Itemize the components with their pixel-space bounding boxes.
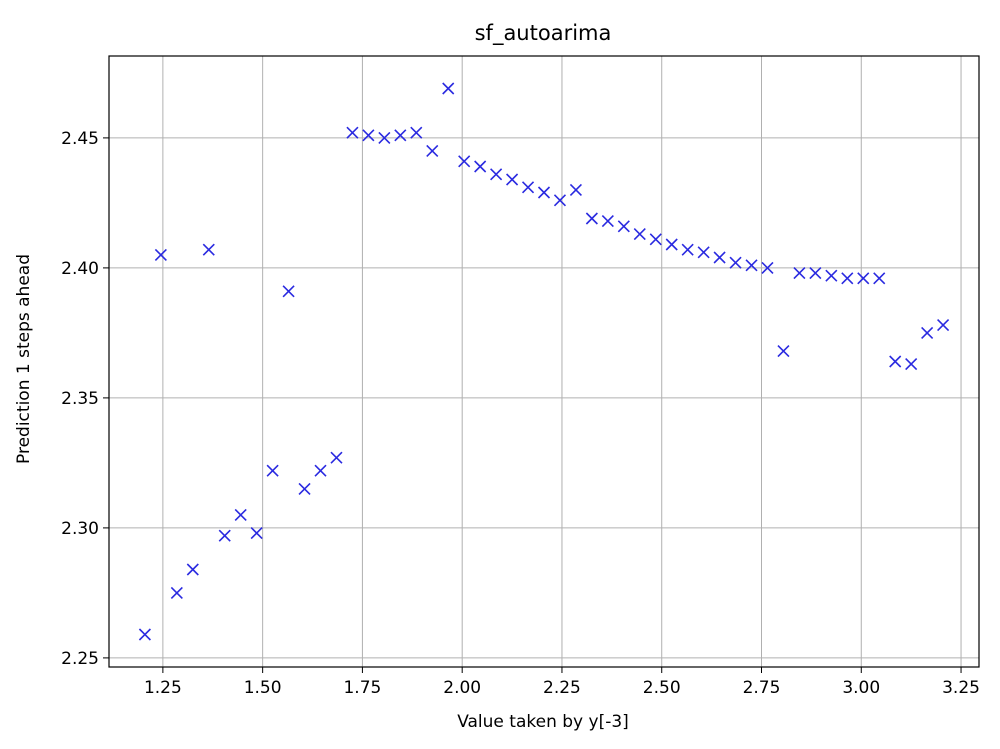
scatter-point xyxy=(490,168,503,181)
y-tick-label: 2.40 xyxy=(61,259,99,279)
scatter-point xyxy=(873,272,886,285)
scatter-point xyxy=(553,194,567,207)
scatter-point xyxy=(697,246,710,259)
scatter-point xyxy=(777,345,790,358)
grid xyxy=(109,56,979,667)
scatter-point xyxy=(617,220,630,233)
scatter-point xyxy=(154,248,167,261)
scatter-point xyxy=(314,464,327,477)
x-tick-label: 1.75 xyxy=(343,678,381,698)
scatter-point xyxy=(905,358,918,371)
scatter-point xyxy=(282,285,295,298)
scatter-point xyxy=(426,144,439,157)
scatter-point xyxy=(745,259,758,272)
scatter-point xyxy=(346,126,359,139)
scatter-point xyxy=(937,319,950,332)
y-axis-title: Prediction 1 steps ahead xyxy=(14,254,34,464)
x-tick-label: 1.25 xyxy=(144,678,182,698)
scatter-point xyxy=(809,267,822,280)
scatter-point xyxy=(857,272,870,285)
scatter-point xyxy=(202,243,215,256)
y-tick-label: 2.45 xyxy=(61,129,99,149)
scatter-point xyxy=(506,173,519,186)
scatter-point xyxy=(394,129,407,142)
scatter-point xyxy=(537,186,551,199)
scatter-point xyxy=(921,326,934,339)
axis-ticks: 1.25 1.50 1.75 2.00 2.25 2.50 2.75 3.00 3.25 2.25… xyxy=(61,129,980,698)
scatter-point xyxy=(841,272,854,285)
scatter-point xyxy=(250,527,263,540)
scatter-point xyxy=(458,155,471,168)
scatter-point xyxy=(681,243,694,256)
scatter-point xyxy=(474,160,487,173)
plot-area-frame xyxy=(108,55,980,668)
x-tick-label: 1.50 xyxy=(244,678,282,698)
x-tick-label: 3.25 xyxy=(942,678,980,698)
scatter-point xyxy=(825,269,838,282)
scatter-point xyxy=(729,256,742,269)
scatter-points xyxy=(138,82,950,641)
scatter-point xyxy=(378,131,391,144)
scatter-point xyxy=(585,212,598,225)
scatter-point xyxy=(138,628,151,641)
scatter-point xyxy=(362,129,375,142)
scatter-point xyxy=(713,251,726,264)
scatter-point xyxy=(665,238,678,251)
y-tick-label: 2.30 xyxy=(61,519,99,539)
x-axis-title: Value taken by y[-3] xyxy=(457,712,629,732)
scatter-point xyxy=(601,215,614,228)
scatter-point xyxy=(170,586,183,599)
chart-title: sf_autoarima xyxy=(475,21,612,46)
x-tick-label: 2.50 xyxy=(643,678,681,698)
x-tick-label: 2.00 xyxy=(443,678,481,698)
x-tick-label: 2.25 xyxy=(543,678,581,698)
scatter-point xyxy=(569,183,582,196)
scatter-point xyxy=(889,355,902,368)
y-tick-label: 2.35 xyxy=(61,389,99,409)
scatter-point xyxy=(330,451,343,464)
x-tick-label: 3.00 xyxy=(842,678,880,698)
scatter-point xyxy=(442,82,455,95)
x-tick-label: 2.75 xyxy=(743,678,781,698)
scatter-point xyxy=(186,563,199,576)
scatter-point xyxy=(218,529,231,542)
scatter-point xyxy=(633,228,646,241)
scatter-point xyxy=(234,508,247,521)
scatter-point xyxy=(266,464,279,477)
y-tick-label: 2.25 xyxy=(61,649,99,669)
scatter-point xyxy=(298,482,311,495)
scatter-point xyxy=(410,126,423,139)
scatter-point xyxy=(521,181,535,194)
scatter-point xyxy=(649,233,662,246)
scatter-point xyxy=(761,261,774,274)
scatter-point xyxy=(793,267,806,280)
